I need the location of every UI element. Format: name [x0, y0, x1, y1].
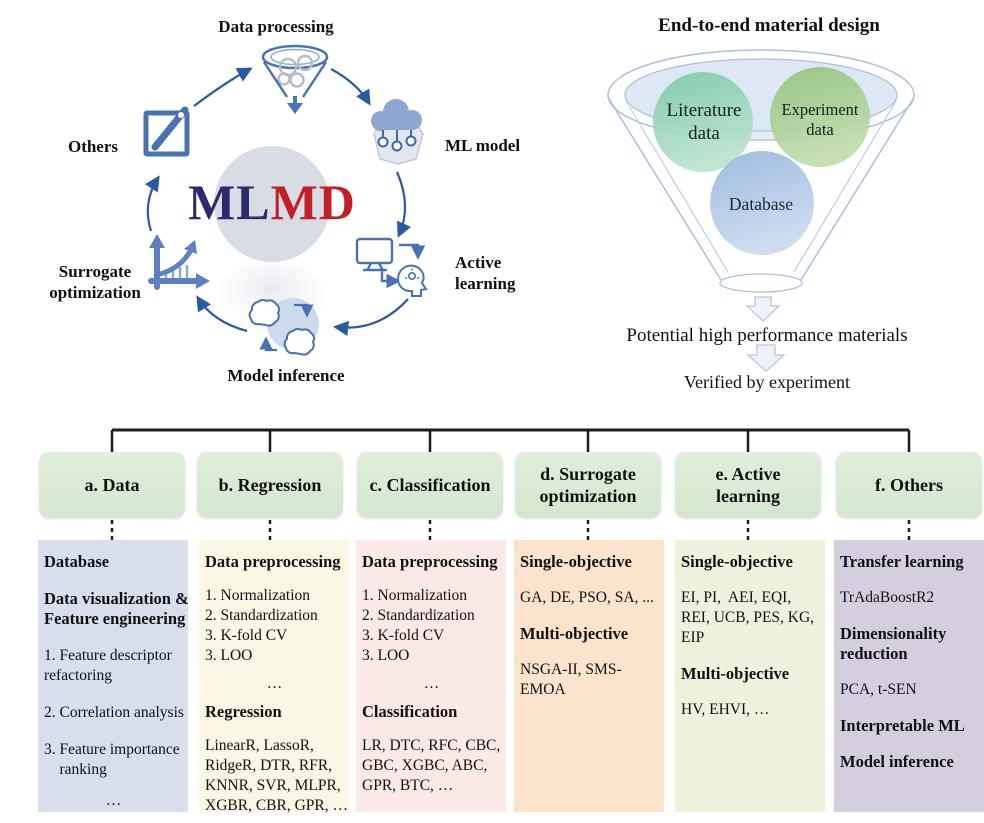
column-header-active-learning: e. Active learning [675, 452, 821, 518]
panel-data: Database Data visualization & Feature en… [38, 540, 189, 812]
label-active-learning: Active learning [455, 253, 516, 293]
experiment-data-circle [770, 67, 870, 167]
column-header-surrogate: d. Surrogate optimization [515, 452, 661, 518]
panel-regression: Data preprocessing 1. Normalization 2. S… [199, 540, 349, 814]
panel-surrogate-optimization: Single-objective GA, DE, PSO, SA, ... Mu… [514, 540, 664, 812]
panel-item: GA, DE, PSO, SA, ... [520, 589, 654, 606]
panel-item: HV, EHVI, … [681, 701, 770, 718]
column-header-regression: b. Regression [197, 452, 343, 518]
column-header-others-label: f. Others [875, 475, 943, 495]
verified-by-experiment-text: Verified by experiment [684, 372, 850, 392]
column-header-data: a. Data [39, 452, 185, 518]
cloud-icon [283, 327, 316, 356]
down-arrow-2 [746, 344, 786, 373]
experiment-data-label: Experiment data [781, 100, 859, 139]
panel-item: LR, DTC, RFC, CBC, GBC, XGBC, ABC, GPR, … [362, 737, 501, 794]
database-label: Database [728, 194, 794, 214]
panel-item: Data preprocessing [205, 552, 341, 571]
down-arrows [745, 296, 786, 373]
column-header-others: f. Others [836, 452, 982, 518]
mlmd-logo: MLMD [122, 174, 422, 230]
panel-item: Data visualization & Feature engineering [44, 589, 189, 628]
column-header-classification: c. Classification [357, 452, 503, 518]
arrow-data-processing-to-ml-model [330, 68, 371, 106]
others-edit-icon [143, 106, 190, 157]
panel-item: LinearR, LassoR, RidgeR, DTR, RFR, KNNR,… [205, 737, 348, 814]
panel-item: Classification [362, 702, 458, 721]
panel-item-ellipsis: … [423, 675, 440, 692]
literature-data-label: Literature data [666, 100, 742, 144]
panel-item-ellipsis: … [266, 675, 283, 692]
arrow-model-inference-to-surrogate [196, 295, 248, 333]
arrow-ml-model-to-active-learning [395, 171, 412, 238]
dashed-connectors [110, 520, 911, 541]
active-learning-icon [355, 237, 428, 297]
panel-classification: Data preprocessing 1. Normalization 2. S… [356, 540, 506, 812]
panel-item: Model inference [840, 752, 954, 771]
workflow-cycle-diagram: MLMD Data processing ML model Active lea… [0, 0, 560, 420]
panel-item: 1. Normalization 2. Standardization 3. K… [205, 587, 318, 664]
column-header-active-learning-label: e. Active learning [715, 464, 781, 506]
funnel-graphics [607, 49, 915, 373]
thinking-head-icon [396, 264, 428, 297]
column-header-regression-label: b. Regression [218, 475, 322, 495]
column-header-surrogate-label: d. Surrogate optimization [539, 464, 637, 506]
end-to-end-design-funnel: End-to-end material design Literature da… [560, 0, 984, 420]
panel-others: Transfer learning TrAdaBoostR2 Dimension… [834, 540, 984, 812]
panel-item: Database [44, 552, 110, 571]
cycle-graphics [143, 44, 428, 356]
panel-item: PCA, t-SEN [840, 681, 917, 698]
panel-item: Transfer learning [840, 552, 964, 571]
monitor-icon [355, 237, 394, 265]
label-data-processing: Data processing [218, 17, 334, 36]
panel-item: 3. Feature importance ranking [44, 741, 180, 778]
panel-item: Single-objective [681, 552, 793, 571]
cloud-icon [248, 298, 281, 327]
arrow-others-to-data-processing [193, 67, 253, 107]
panel-item: Interpretable ML [840, 716, 965, 735]
arrow-active-learning-to-model-inference [332, 298, 409, 337]
database-circle [710, 151, 814, 255]
potential-materials-text: Potential high performance materials [626, 325, 908, 346]
panel-item: TrAdaBoostR2 [840, 589, 935, 606]
panel-item: 2. Correlation analysis [44, 704, 184, 721]
lightbulb-icon [407, 271, 416, 280]
column-header-classification-label: c. Classification [369, 475, 491, 495]
label-others: Others [67, 137, 119, 156]
panel-item: NSGA-II, SMS- EMOA [520, 661, 622, 698]
bracket-connectors [110, 428, 911, 541]
label-model-inference: Model inference [227, 366, 345, 385]
bracket-stubs [110, 430, 911, 453]
panel-item: Data preprocessing [362, 552, 498, 571]
arrow-surrogate-to-others [144, 175, 160, 232]
panel-item: Multi-objective [520, 624, 629, 643]
panel-item: Single-objective [520, 552, 632, 571]
panel-item: 1. Normalization 2. Standardization 3. K… [362, 587, 475, 664]
mlmd-logo-md: MD [270, 174, 356, 230]
funnel-title: End-to-end material design [658, 15, 880, 36]
surrogate-optimization-chart-icon [148, 234, 210, 290]
cycle-arrows [144, 67, 412, 337]
literature-data-circle [653, 72, 753, 172]
data-processing-funnel-icon [261, 44, 329, 114]
mlmd-logo-ml: ML [188, 174, 271, 230]
model-inference-icon [248, 298, 319, 356]
label-ml-model: ML model [445, 136, 521, 155]
column-header-data-label: a. Data [84, 475, 140, 495]
taxonomy-tree: a. Data b. Regression c. Classification … [0, 420, 984, 823]
panel-item: Multi-objective [681, 664, 790, 683]
panel-item: EI, PI, AEI, EQI, REI, UCB, PES, KG, EIP [681, 589, 815, 646]
panel-active-learning: Single-objective EI, PI, AEI, EQI, REI, … [675, 540, 825, 812]
ml-model-cloud-icon [371, 99, 424, 165]
panel-item: Dimensionality reduction [840, 624, 947, 663]
down-arrow-1 [745, 296, 781, 323]
label-surrogate-optimization: Surrogate optimization [49, 262, 141, 302]
center-circle [214, 146, 330, 262]
panel-item: Regression [205, 702, 282, 721]
panel-item-ellipsis: … [105, 792, 122, 809]
panel-item: 1. Feature descriptor refactoring [44, 647, 172, 684]
